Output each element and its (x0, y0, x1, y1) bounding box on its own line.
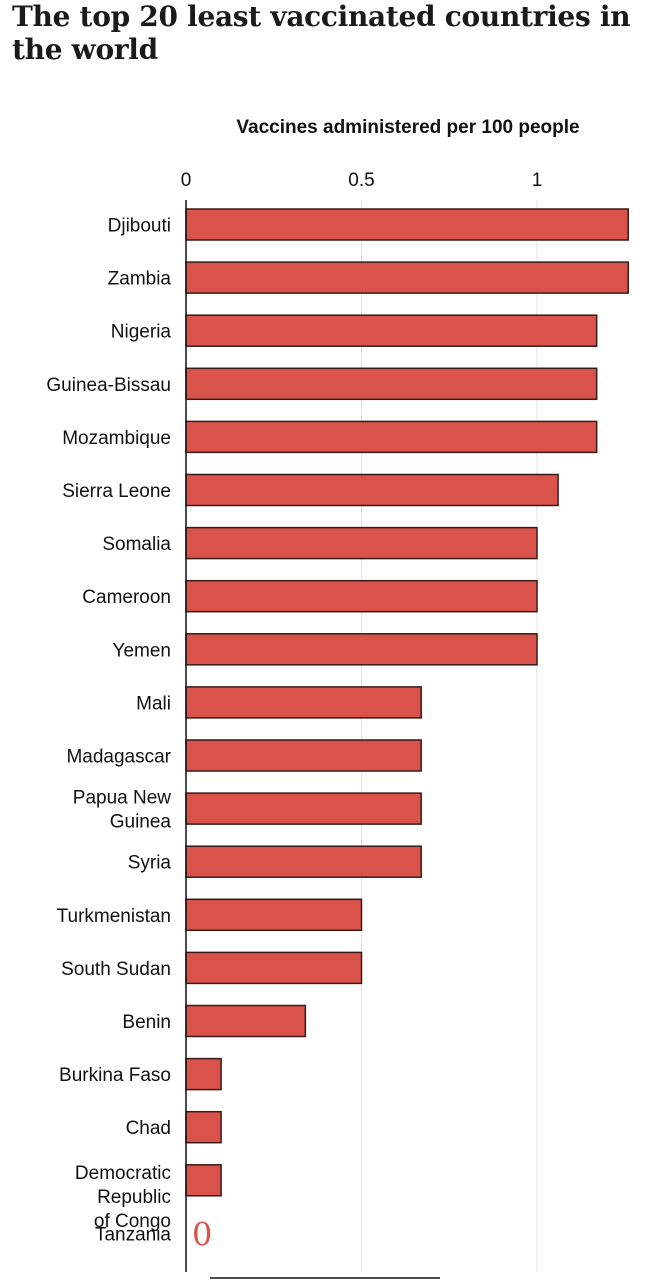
bar (185, 1164, 222, 1197)
bar (185, 898, 363, 932)
bar (185, 1057, 222, 1091)
x-tick-label: 0.5 (348, 170, 374, 191)
category-label: Republic (97, 1187, 171, 1208)
category-label: Syria (128, 853, 172, 874)
bar (185, 951, 363, 985)
bar (185, 633, 538, 666)
category-label: Turkmenistan (57, 906, 171, 927)
category-label: Somalia (102, 534, 171, 555)
category-label: of Congo (94, 1211, 171, 1232)
bar (185, 1004, 307, 1038)
x-axis-title: Vaccines administered per 100 people (236, 117, 579, 138)
category-label: Mozambique (62, 428, 171, 449)
category-label: Burkina Faso (59, 1065, 171, 1086)
bar (185, 686, 422, 719)
bar (185, 526, 538, 560)
page-title: The top 20 least vaccinated countries in… (12, 0, 631, 66)
bar (185, 261, 630, 294)
bar (185, 420, 598, 454)
category-label: Djibouti (108, 216, 171, 237)
bar (185, 473, 559, 507)
bar (185, 579, 538, 613)
bar (185, 367, 598, 401)
bar (185, 845, 422, 878)
category-label: Tanzania (95, 1224, 171, 1245)
x-tick-labels: 0 0.5 1 (181, 170, 543, 191)
bar (185, 792, 422, 825)
category-label: Chad (126, 1118, 171, 1139)
category-label: Benin (122, 1012, 171, 1033)
gridlines (361, 200, 538, 1272)
category-label: Mali (136, 693, 171, 714)
category-labels: Djibouti Zambia Nigeria Guinea-Bissau Mozamb… (46, 216, 171, 1246)
category-label: Democratic (75, 1163, 171, 1184)
bar (185, 1110, 222, 1144)
bar (185, 208, 630, 241)
bar (185, 739, 422, 772)
category-label: Guinea-Bissau (46, 375, 171, 396)
category-label: Guinea (110, 812, 172, 833)
data-label: 0 (192, 1215, 212, 1253)
category-label: South Sudan (61, 959, 171, 980)
category-label: Nigeria (111, 322, 172, 343)
category-label: Madagascar (66, 747, 171, 768)
category-label: Yemen (113, 640, 171, 661)
bar (185, 314, 598, 347)
bars: 0 (185, 208, 630, 1253)
category-label: Papua New (73, 788, 172, 809)
x-tick-label: 1 (532, 170, 543, 191)
category-label: Zambia (108, 269, 172, 290)
category-label: Sierra Leone (62, 481, 171, 502)
x-tick-label: 0 (181, 170, 192, 191)
category-label: Cameroon (82, 587, 171, 608)
